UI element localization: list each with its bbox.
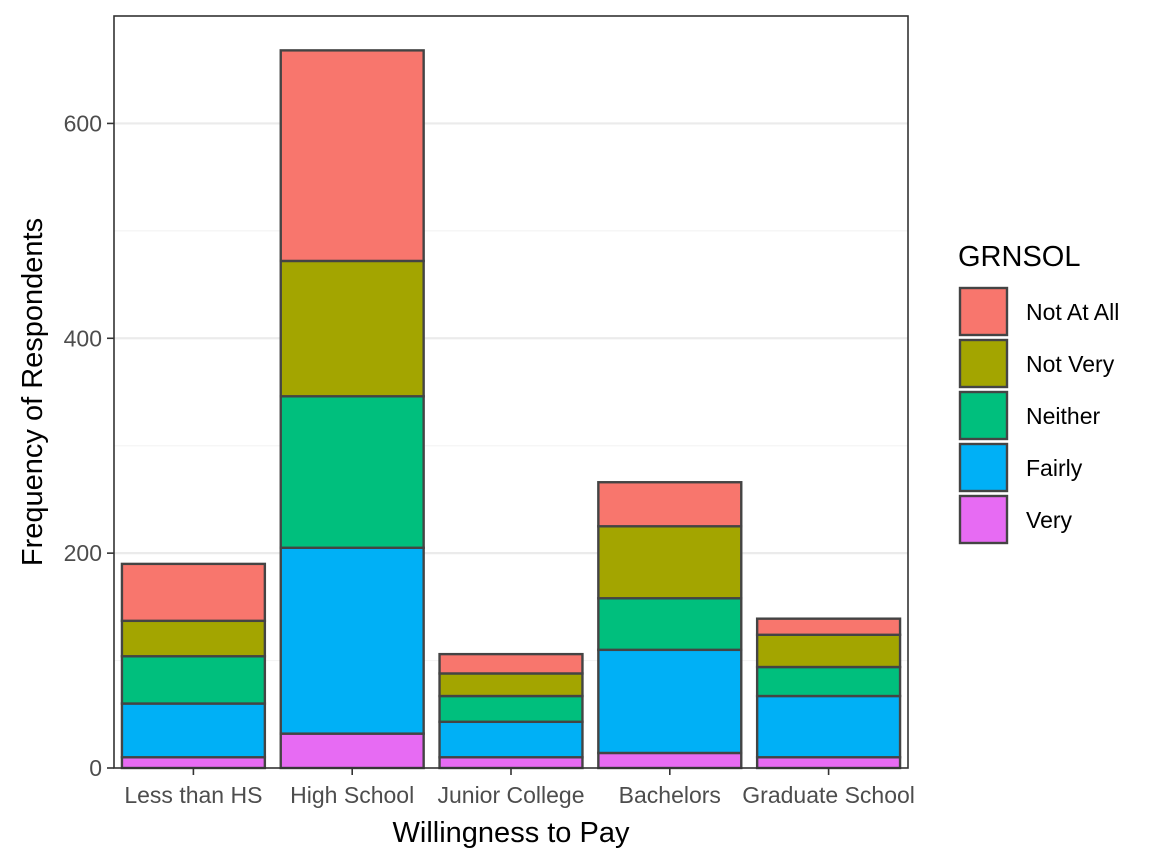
bar-segment	[755, 756, 902, 770]
legend-label: Not Very	[1026, 351, 1115, 377]
bar-segment	[755, 694, 902, 759]
y-tick-label: 400	[64, 325, 102, 351]
bar-segment	[279, 49, 425, 263]
x-axis: Less than HS High School Junior College Bac…	[124, 768, 915, 808]
bar-segment	[597, 648, 743, 755]
grid-lines	[114, 122, 908, 662]
bar-segment	[279, 732, 425, 770]
bars	[120, 49, 902, 770]
bar-segment	[120, 655, 267, 705]
bar-segment	[597, 751, 743, 770]
bar-segment	[597, 597, 743, 652]
x-tick-label: Bachelors	[619, 782, 721, 808]
legend: GRNSOL Not At All Not Very Neither Fairly Ve…	[958, 241, 1119, 545]
bar-segment	[279, 546, 425, 735]
bar-segment	[597, 481, 743, 528]
bar-segment	[120, 619, 267, 658]
bar-segment	[438, 694, 584, 724]
bar-segment	[438, 756, 584, 770]
legend-label: Not At All	[1026, 299, 1119, 325]
bar-segment	[755, 617, 902, 636]
legend-label: Fairly	[1026, 455, 1083, 481]
y-axis-title: Frequency of Respondents	[17, 218, 49, 566]
legend-title: GRNSOL	[958, 241, 1080, 273]
legend-label: Neither	[1026, 403, 1100, 429]
x-axis-title: Willingness to Pay	[393, 817, 630, 849]
bar-segment	[755, 665, 902, 698]
legend-label: Very	[1026, 507, 1073, 533]
legend-swatch	[958, 442, 1009, 493]
legend-swatch	[958, 286, 1009, 337]
bar-segment	[597, 525, 743, 600]
bar-segment	[120, 756, 267, 770]
x-tick-label: High School	[290, 782, 414, 808]
x-tick-label: Graduate School	[742, 782, 915, 808]
y-tick-label: 200	[64, 540, 102, 566]
legend-swatch	[958, 390, 1009, 441]
bar-segment	[438, 720, 584, 759]
bar-segment	[279, 259, 425, 398]
x-tick-label: Junior College	[437, 782, 584, 808]
bar-segment	[279, 395, 425, 549]
bar-segment	[755, 633, 902, 669]
legend-swatch	[958, 338, 1009, 389]
legend-swatch	[958, 494, 1009, 545]
bar-segment	[438, 672, 584, 698]
bar-segment	[120, 562, 267, 623]
y-tick-label: 0	[89, 755, 102, 781]
bar-segment	[438, 652, 584, 675]
x-tick-label: Less than HS	[124, 782, 262, 808]
y-axis: 0 200 400 600	[64, 110, 114, 781]
y-tick-label: 600	[64, 110, 102, 136]
bar-segment	[120, 702, 267, 759]
